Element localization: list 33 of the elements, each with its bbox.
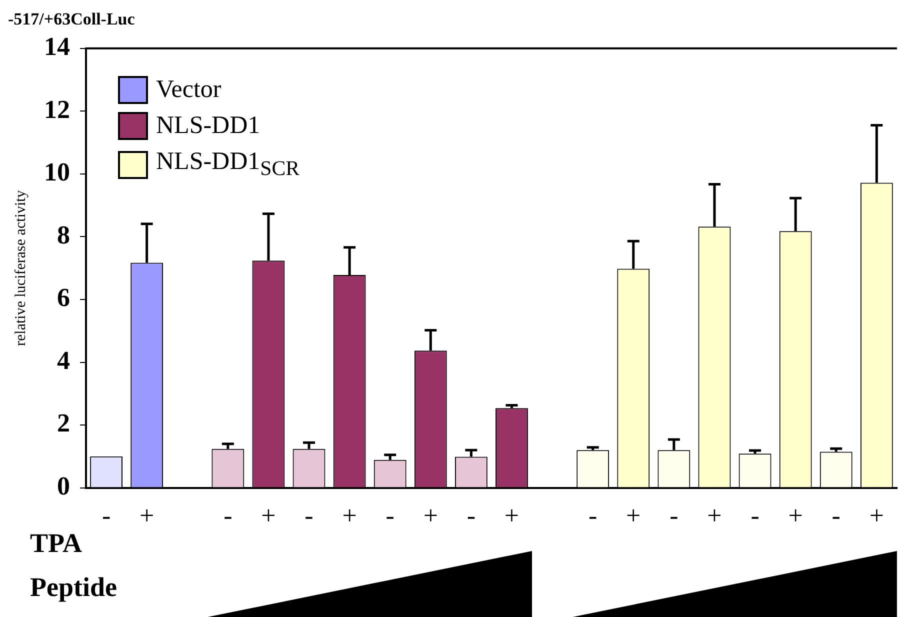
x-tick-label: - — [386, 501, 394, 530]
legend-label: NLS-DD1$_{SCR}$ — [156, 147, 300, 182]
x-tick-label: + — [342, 501, 357, 530]
y-tick-label: 8 — [57, 220, 70, 250]
text: Peptide — [30, 572, 117, 603]
x-tick-label: + — [423, 501, 438, 530]
x-tick-label: - — [588, 501, 598, 530]
x-tick-label: - — [670, 501, 678, 530]
legend-label: NLS-DD1 — [156, 111, 260, 141]
x-tick-label: - — [466, 501, 476, 530]
x-tick-label: + — [869, 501, 884, 530]
y-tick-label: 2 — [57, 408, 70, 438]
x-tick-label: + — [139, 501, 154, 530]
x-tick-label: - — [102, 501, 111, 530]
y-axis-title: relative luciferase activity — [12, 190, 29, 346]
x-tick-label: - — [304, 501, 314, 530]
x-tick-label: + — [788, 501, 803, 530]
y-tick-label: 12 — [44, 94, 70, 124]
y-tick-label: 6 — [57, 283, 70, 312]
legend-label: Vector — [156, 75, 222, 105]
x-tick-label: - — [832, 501, 840, 530]
y-tick-label: 4 — [57, 346, 70, 375]
chart-title: -517/+63Coll-Luc — [8, 10, 136, 29]
x-tick-label: - — [750, 501, 760, 530]
y-tick-label: 10 — [44, 158, 70, 187]
y-tick-label: 0 — [57, 472, 70, 501]
x-tick-label: + — [626, 501, 641, 530]
x-tick-label: - — [224, 501, 232, 530]
text: TPA — [30, 528, 82, 559]
y-tick-label: 14 — [44, 32, 70, 62]
x-tick-label: + — [707, 501, 722, 530]
x-tick-label: + — [504, 501, 520, 530]
x-tick-label: + — [261, 501, 276, 530]
